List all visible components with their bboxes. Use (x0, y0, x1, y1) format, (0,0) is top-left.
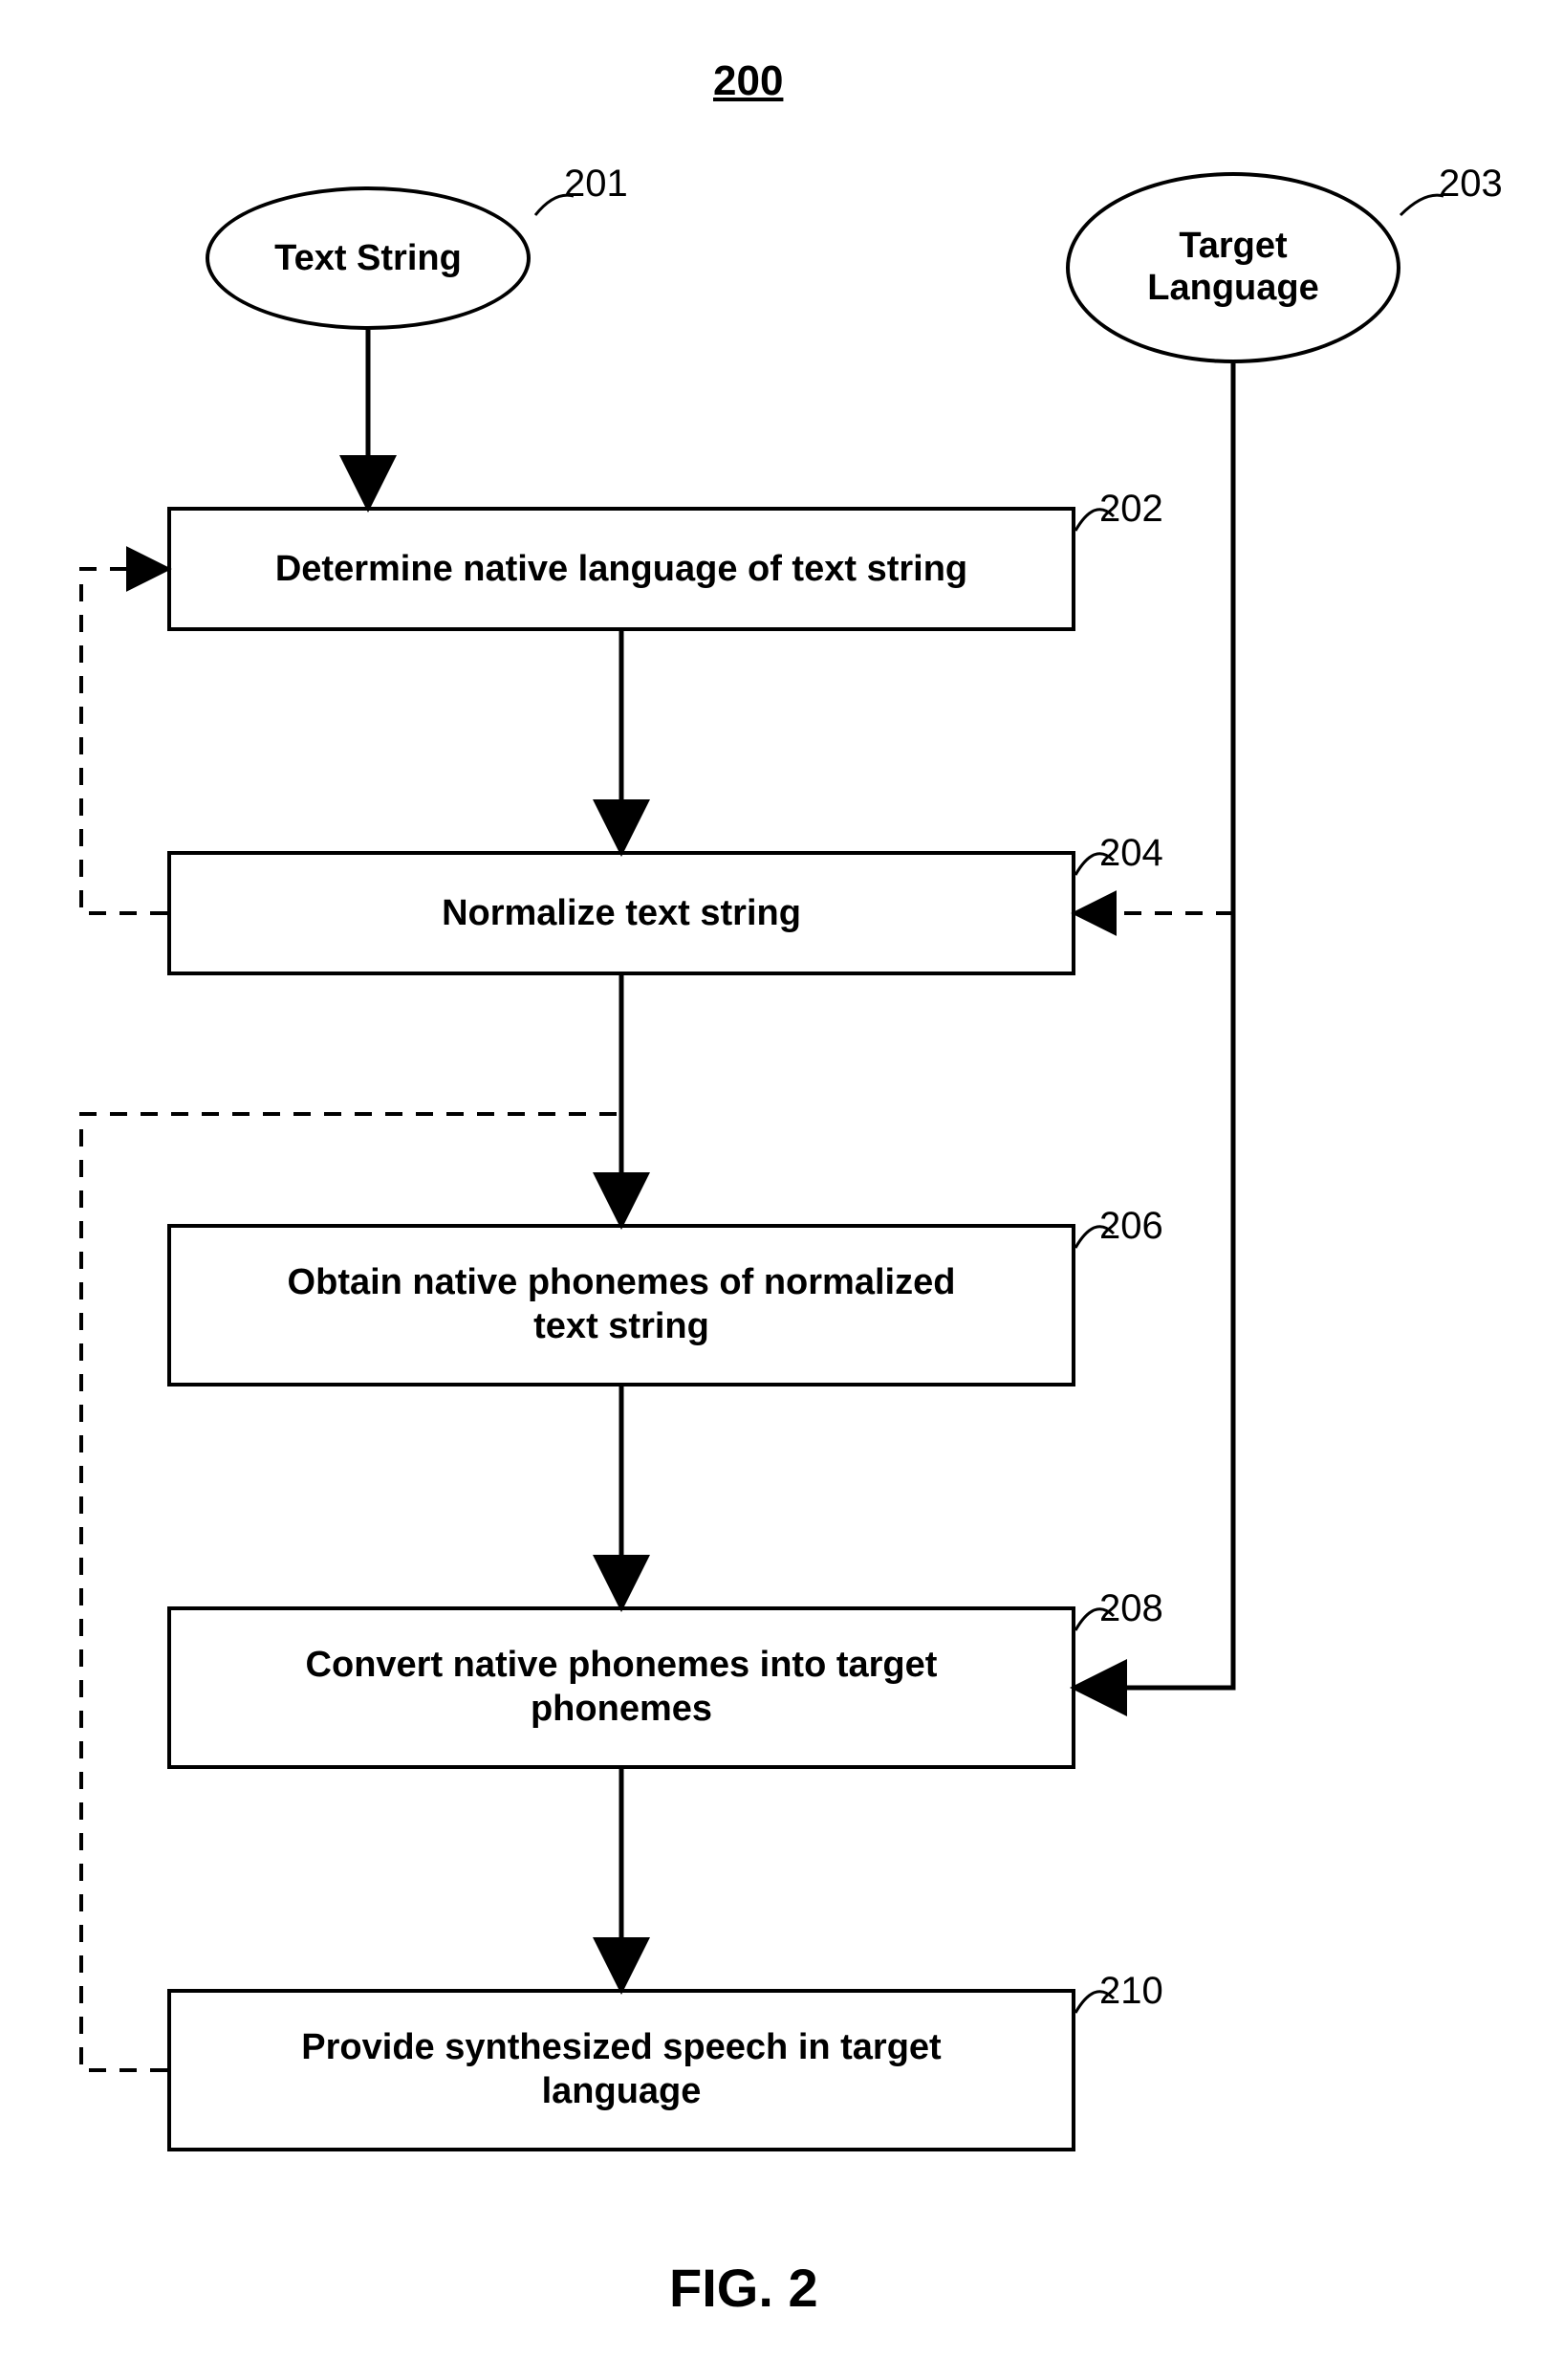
process-provide-synthesized-speech: Provide synthesized speech in target lan… (167, 1989, 1075, 2151)
ref-num-208: 208 (1099, 1587, 1163, 1630)
process-convert-phonemes: Convert native phonemes into target phon… (167, 1606, 1075, 1769)
ref-num-204: 204 (1099, 832, 1163, 875)
process-label: Provide synthesized speech in target lan… (301, 2026, 941, 2113)
flowchart-canvas: 200 Text String 201 Target Language 203 … (0, 0, 1541, 2380)
terminator-label: Text String (274, 238, 462, 279)
process-label: Normalize text string (442, 893, 801, 934)
ref-num-201: 201 (564, 163, 628, 206)
process-label: Convert native phonemes into target phon… (306, 1644, 938, 1731)
terminator-label: Target Language (1147, 226, 1318, 309)
ref-num-206: 206 (1099, 1205, 1163, 1248)
process-obtain-native-phonemes: Obtain native phonemes of normalized tex… (167, 1224, 1075, 1387)
process-determine-native-language: Determine native language of text string (167, 507, 1075, 631)
process-label: Obtain native phonemes of normalized tex… (288, 1261, 956, 1348)
terminator-target-language: Target Language (1066, 172, 1400, 363)
figure-caption: FIG. 2 (669, 2257, 818, 2319)
ref-num-203: 203 (1439, 163, 1503, 206)
ref-num-202: 202 (1099, 488, 1163, 531)
process-label: Determine native language of text string (275, 549, 967, 590)
ref-num-210: 210 (1099, 1970, 1163, 2013)
terminator-text-string: Text String (206, 186, 531, 330)
process-normalize-text-string: Normalize text string (167, 851, 1075, 975)
figure-number-title: 200 (713, 57, 783, 105)
